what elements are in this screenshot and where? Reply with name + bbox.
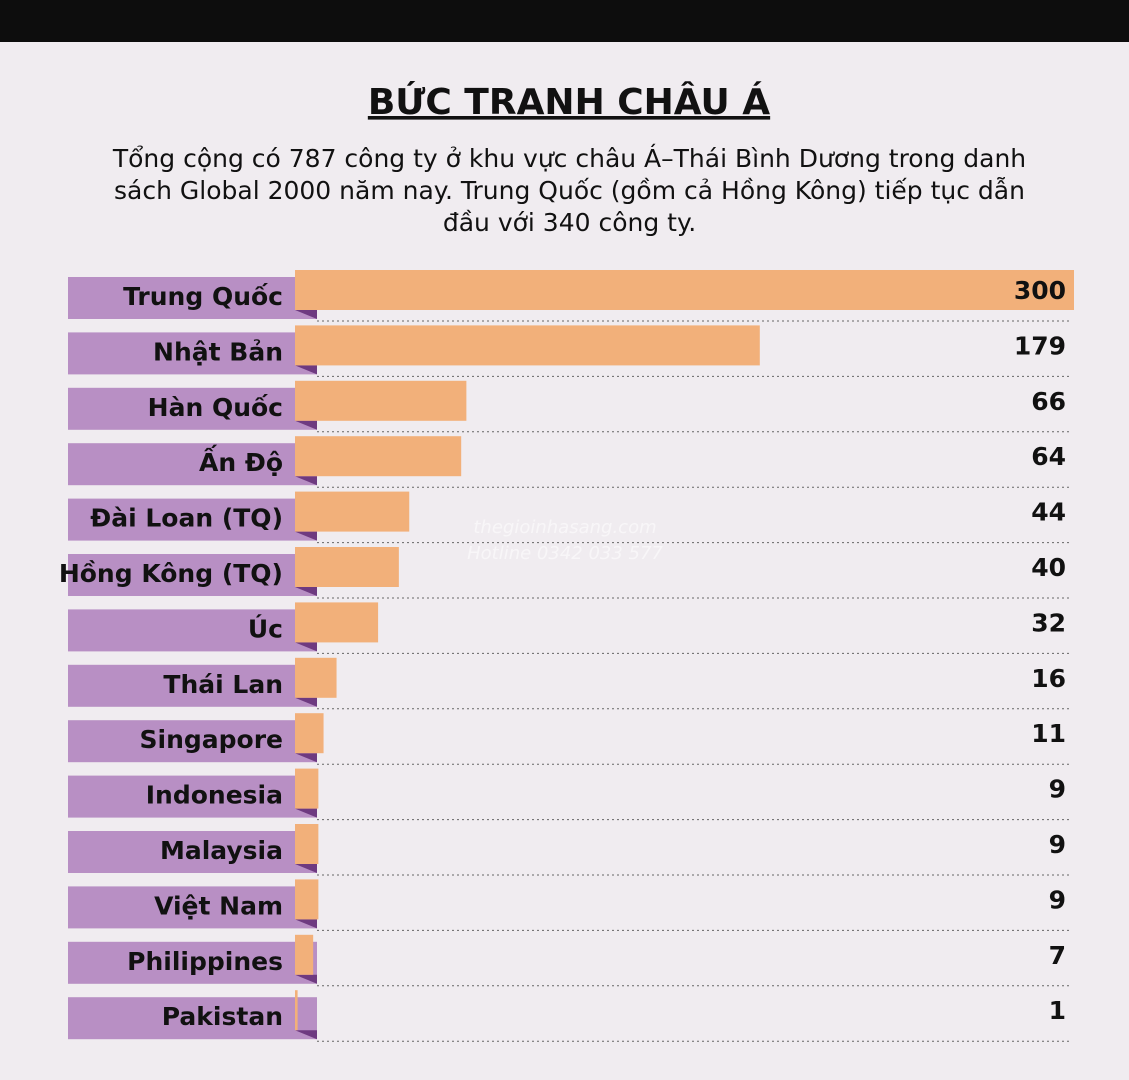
label-box: [68, 387, 317, 430]
label-fold: [295, 864, 317, 873]
label-box: [68, 720, 317, 763]
category-label: Hàn Quốc: [148, 393, 283, 422]
value-label: 11: [1031, 719, 1066, 748]
value-label: 44: [1031, 498, 1066, 527]
bar: [295, 270, 1074, 310]
label-box: [68, 997, 317, 1040]
chart-title: BỨC TRANH CHÂU Á: [368, 81, 770, 123]
watermark: thegioinhasang.com: [473, 517, 656, 538]
category-label: Ấn Độ: [199, 444, 283, 477]
label-fold: [295, 697, 317, 707]
value-label: 1: [1049, 996, 1066, 1025]
bar: [295, 602, 379, 643]
subtitle: Tổng cộng có 787 công ty ở khu vực châu …: [112, 144, 1027, 237]
bar: [295, 436, 462, 477]
label-box: [68, 277, 317, 319]
label-fold: [295, 365, 317, 375]
value-label: 179: [1014, 331, 1066, 360]
label-fold: [295, 1030, 317, 1040]
bar: [295, 380, 467, 421]
label-box: [68, 443, 317, 486]
category-label: Philippines: [127, 947, 283, 976]
category-label: Việt Nam: [154, 891, 283, 920]
label-fold: [295, 974, 317, 984]
label-box: [68, 498, 317, 541]
category-label: Pakistan: [162, 1002, 283, 1031]
value-label: 32: [1031, 608, 1066, 637]
label-box: [68, 609, 317, 652]
value-label: 9: [1049, 830, 1066, 859]
value-label: 64: [1031, 442, 1066, 471]
value-label: 9: [1049, 775, 1066, 804]
category-label: Đài Loan (TQ): [90, 504, 283, 533]
value-label: 40: [1031, 553, 1066, 582]
category-label: Nhật Bản: [153, 337, 283, 366]
label-box: [68, 886, 317, 929]
category-label: Malaysia: [160, 836, 283, 865]
category-label: Indonesia: [146, 781, 283, 810]
label-fold: [295, 476, 317, 486]
label-box: [68, 664, 317, 707]
value-label: 300: [1014, 276, 1066, 305]
category-label: Singapore: [140, 725, 284, 754]
bar: [295, 547, 399, 587]
category-label: Trung Quốc: [123, 282, 283, 311]
bar: [295, 713, 324, 754]
bar: [295, 491, 410, 532]
value-label: 66: [1031, 387, 1066, 416]
bar: [295, 768, 319, 809]
category-label: Úc: [248, 613, 283, 643]
label-box: [68, 941, 317, 984]
bar: [295, 824, 319, 864]
label-fold: [295, 919, 317, 929]
label-fold: [295, 642, 317, 652]
label-fold: [295, 587, 317, 596]
bar: [295, 325, 760, 366]
bar: [295, 657, 337, 698]
label-fold: [295, 531, 317, 541]
label-box: [68, 554, 317, 596]
label-fold: [295, 808, 317, 818]
category-label: Hồng Kông (TQ): [59, 559, 283, 588]
watermark: Hotline 0342 033 577: [467, 543, 663, 564]
label-box: [68, 775, 317, 818]
value-label: 9: [1049, 885, 1066, 914]
label-fold: [295, 753, 317, 763]
bar: [295, 879, 319, 920]
bar: [295, 990, 298, 1031]
label-box: [68, 831, 317, 873]
label-fold: [295, 420, 317, 430]
value-label: 16: [1031, 664, 1066, 693]
label-box: [68, 332, 317, 375]
bar: [295, 934, 314, 975]
label-fold: [295, 310, 317, 319]
value-label: 7: [1049, 941, 1066, 970]
top-bar: [0, 0, 1129, 42]
category-label: Thái Lan: [163, 670, 283, 699]
subtitle-box: Tổng cộng có 787 công ty ở khu vực châu …: [112, 144, 1027, 237]
